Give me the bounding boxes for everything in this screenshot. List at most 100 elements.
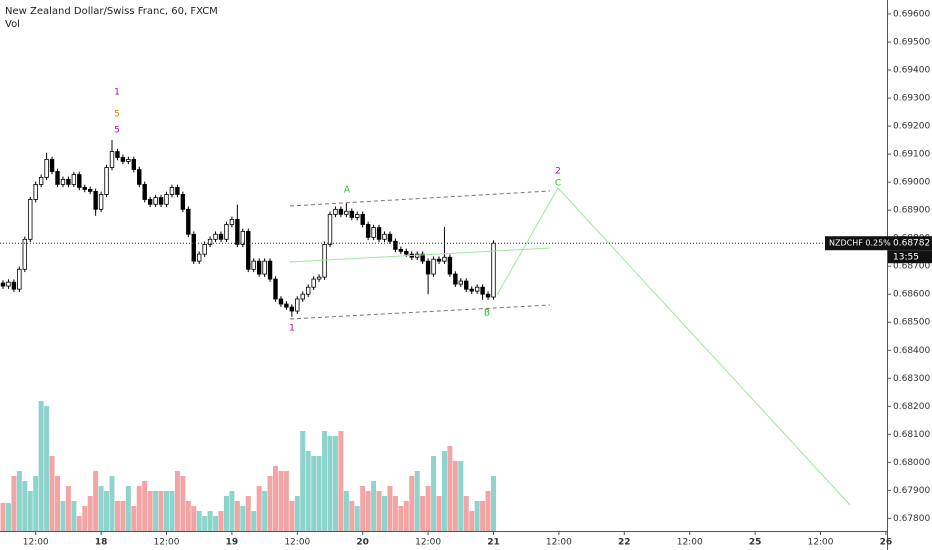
- candle-body: [273, 278, 278, 300]
- volume-bar: [354, 506, 360, 531]
- candle-body: [207, 238, 213, 245]
- candle-body: [235, 219, 240, 245]
- volume-bar: [82, 506, 88, 531]
- chart-title: New Zealand Dollar/Swiss Franc, 60, FXCM: [5, 6, 218, 17]
- candle-body: [17, 268, 22, 290]
- candle-body: [284, 303, 289, 308]
- y-tick-label: 0.69600: [893, 10, 930, 20]
- candle-body: [355, 213, 360, 218]
- candle-body: [300, 293, 305, 300]
- volume-bar: [153, 491, 159, 531]
- volume-bar: [343, 491, 349, 531]
- candle-body: [131, 159, 136, 170]
- volume-bar: [392, 496, 398, 531]
- volume-bar: [376, 491, 382, 531]
- volume-bar: [60, 501, 66, 531]
- volume-bar: [283, 471, 289, 531]
- volume-bar: [278, 471, 284, 531]
- candle-body: [371, 227, 376, 238]
- candle-body: [87, 189, 93, 192]
- price-label-symbol: NZDCHF 0.25%: [829, 239, 891, 248]
- candle-body: [109, 151, 115, 168]
- y-tick-label: 0.69100: [893, 150, 930, 160]
- candle-body: [420, 253, 425, 262]
- volume-bar: [480, 501, 486, 531]
- candle-body: [360, 213, 365, 225]
- candle-body: [164, 194, 169, 205]
- volume-bar: [382, 496, 388, 531]
- y-tick-label: 0.68900: [893, 206, 930, 216]
- candle-body: [224, 224, 229, 240]
- x-tick-label: 12:00: [546, 538, 572, 548]
- volume-bar: [142, 481, 148, 531]
- volume-bar: [104, 491, 110, 531]
- candle-body: [191, 233, 196, 262]
- volume-bar: [267, 476, 273, 531]
- candle-body: [186, 208, 191, 235]
- volume-bar: [436, 496, 442, 531]
- volume-bar: [180, 476, 186, 531]
- candle-body: [306, 286, 311, 295]
- countdown: 13:55: [893, 253, 919, 263]
- volume-bar: [425, 486, 431, 531]
- volume-bar: [245, 496, 251, 531]
- candle-body: [458, 280, 464, 285]
- wave-labels: 1 5 5 A B 2 C 1: [114, 88, 561, 334]
- volume-bar: [387, 486, 393, 531]
- candle-body: [175, 187, 180, 195]
- candle-body: [169, 187, 175, 195]
- volume-bar: [196, 511, 202, 531]
- volume-bar: [474, 501, 480, 531]
- x-tick-label: 12:00: [415, 538, 441, 548]
- candle-body: [295, 298, 300, 312]
- volume-bar: [27, 491, 33, 531]
- candle-body: [218, 233, 224, 240]
- volume-bar: [365, 491, 371, 531]
- volume-bar: [174, 471, 180, 531]
- y-tick-label: 0.68500: [893, 318, 930, 328]
- candle-body: [213, 233, 218, 240]
- candle-body: [49, 159, 55, 172]
- candle-body: [158, 197, 164, 205]
- x-tick-label: 21: [487, 538, 500, 548]
- volume-bar: [414, 471, 420, 531]
- candle-body: [393, 240, 398, 250]
- volume-bar: [469, 511, 475, 531]
- channel-line: [289, 304, 551, 320]
- volume-bar: [147, 491, 153, 531]
- volume-bar: [136, 486, 142, 531]
- volume-bar: [294, 496, 300, 531]
- volume-bar: [403, 501, 409, 531]
- volume-bar: [185, 501, 191, 531]
- candle-body: [311, 278, 316, 288]
- volume-bar: [11, 476, 17, 531]
- y-tick-label: 0.69300: [893, 94, 930, 104]
- candle-body: [71, 174, 77, 185]
- candle-body: [120, 157, 126, 162]
- candle-body: [11, 281, 17, 290]
- candle-body: [442, 256, 447, 262]
- candle-body: [464, 280, 469, 290]
- x-tick-label: 12:00: [677, 538, 703, 548]
- candle-body: [431, 258, 436, 275]
- candle-body: [425, 260, 431, 275]
- candle-body: [322, 243, 327, 278]
- x-tick-label: 19: [226, 538, 239, 548]
- volume-bar: [485, 491, 491, 531]
- candle-body: [262, 260, 267, 275]
- candle-body: [240, 231, 246, 245]
- y-tick-label: 0.68400: [893, 346, 930, 356]
- x-tick-label: 12:00: [808, 538, 834, 548]
- candle-body: [142, 183, 147, 200]
- y-tick-label: 0.68200: [893, 402, 930, 412]
- volume-bar: [87, 496, 93, 531]
- candle-body: [453, 273, 458, 285]
- candle-body: [77, 174, 82, 188]
- volume-bar: [338, 431, 344, 531]
- y-tick-label: 0.68600: [893, 290, 930, 300]
- volume-bar: [76, 516, 82, 531]
- x-tick-label: 12:00: [23, 538, 49, 548]
- volume-bar: [114, 501, 120, 531]
- drawings: [289, 187, 851, 506]
